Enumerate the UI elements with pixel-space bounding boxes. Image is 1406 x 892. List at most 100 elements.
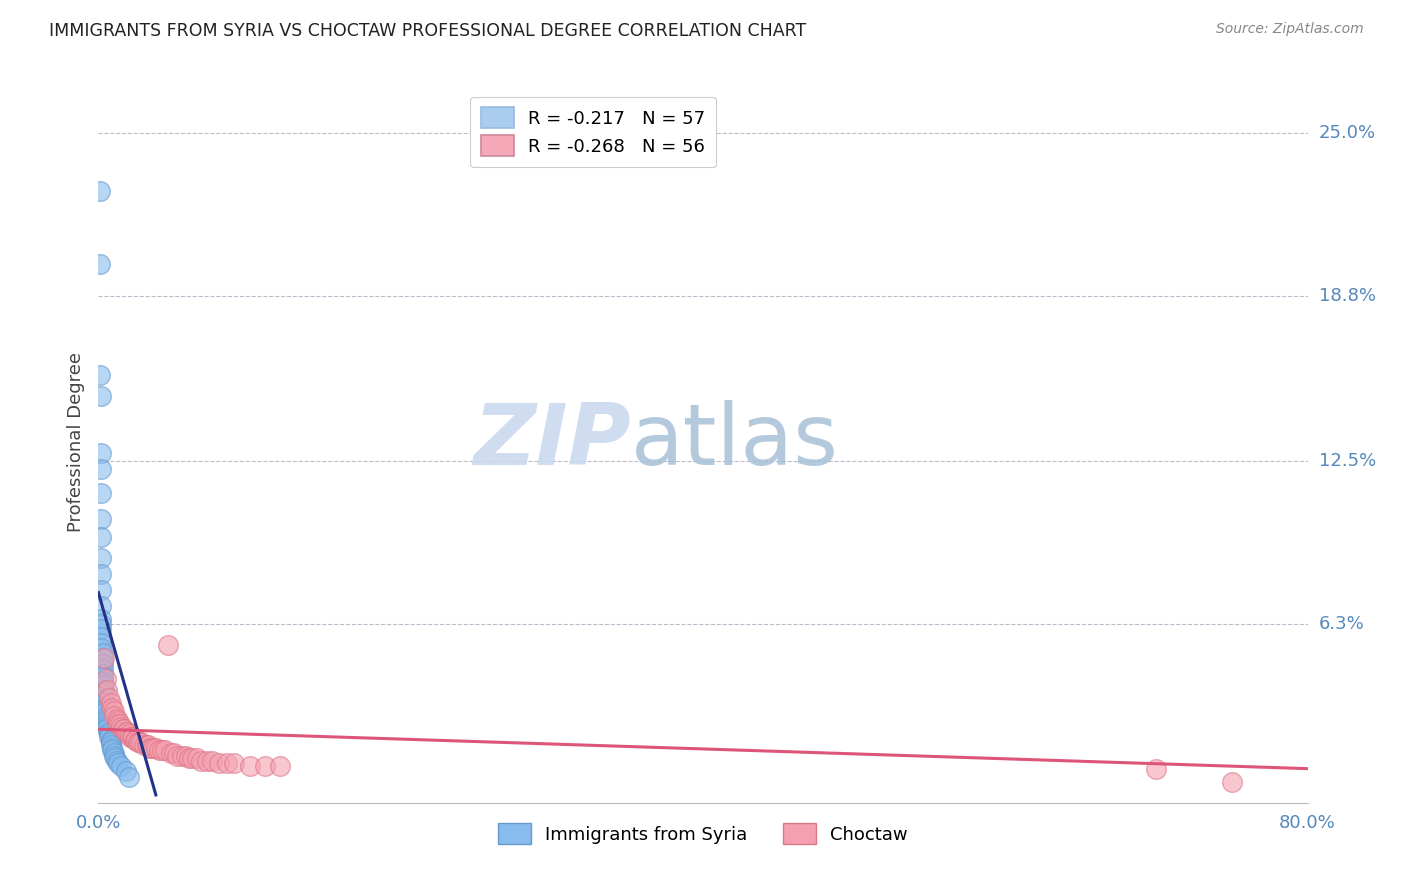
Point — [90, 599, 112, 613]
Point — [110, 720, 132, 734]
Point — [98, 690, 121, 705]
Point — [91, 646, 114, 660]
Point — [108, 717, 131, 731]
Point — [93, 688, 115, 702]
Point — [104, 751, 127, 765]
Point — [98, 727, 121, 741]
Point — [160, 746, 183, 760]
Point — [103, 748, 125, 763]
Point — [111, 723, 134, 737]
Point — [129, 735, 152, 749]
Point — [98, 730, 121, 744]
Point — [136, 738, 159, 752]
Point — [166, 748, 188, 763]
Point — [90, 635, 112, 649]
Point — [93, 651, 115, 665]
Point — [118, 770, 141, 784]
Point — [93, 693, 115, 707]
Point — [190, 754, 212, 768]
Text: 12.5%: 12.5% — [1319, 452, 1376, 470]
Point — [135, 738, 157, 752]
Point — [96, 682, 118, 697]
Point — [139, 740, 162, 755]
Point — [90, 640, 112, 655]
Point — [90, 551, 112, 566]
Point — [93, 685, 115, 699]
Text: 18.8%: 18.8% — [1319, 286, 1375, 305]
Point — [112, 723, 135, 737]
Point — [94, 712, 117, 726]
Point — [91, 670, 114, 684]
Text: 25.0%: 25.0% — [1319, 124, 1376, 142]
Point — [91, 667, 114, 681]
Point — [118, 727, 141, 741]
Point — [195, 754, 218, 768]
Text: IMMIGRANTS FROM SYRIA VS CHOCTAW PROFESSIONAL DEGREE CORRELATION CHART: IMMIGRANTS FROM SYRIA VS CHOCTAW PROFESS… — [49, 22, 807, 40]
Point — [215, 756, 238, 771]
Point — [1144, 762, 1167, 776]
Point — [163, 746, 186, 760]
Point — [101, 740, 124, 755]
Point — [110, 759, 132, 773]
Text: ZIP: ZIP — [472, 400, 630, 483]
Point — [101, 743, 124, 757]
Point — [103, 704, 125, 718]
Text: Source: ZipAtlas.com: Source: ZipAtlas.com — [1216, 22, 1364, 37]
Point — [94, 709, 117, 723]
Point — [96, 723, 118, 737]
Point — [98, 724, 121, 739]
Point — [1220, 774, 1243, 789]
Point — [239, 759, 262, 773]
Point — [94, 704, 117, 718]
Y-axis label: Professional Degree: Professional Degree — [66, 351, 84, 532]
Point — [224, 756, 246, 771]
Point — [120, 730, 142, 744]
Point — [96, 720, 118, 734]
Point — [114, 724, 136, 739]
Point — [90, 612, 112, 626]
Point — [114, 764, 136, 779]
Point — [105, 712, 128, 726]
Point — [93, 677, 115, 691]
Point — [170, 748, 193, 763]
Point — [96, 714, 118, 729]
Point — [100, 738, 122, 752]
Point — [96, 717, 118, 731]
Point — [90, 388, 112, 402]
Point — [100, 735, 122, 749]
Point — [89, 368, 111, 382]
Point — [174, 748, 197, 763]
Point — [94, 673, 117, 687]
Point — [201, 754, 224, 768]
Point — [100, 732, 122, 747]
Point — [90, 531, 112, 545]
Point — [101, 701, 124, 715]
Point — [90, 617, 112, 632]
Text: 6.3%: 6.3% — [1319, 615, 1364, 633]
Point — [269, 759, 291, 773]
Point — [93, 682, 115, 697]
Point — [181, 751, 204, 765]
Point — [94, 701, 117, 715]
Text: atlas: atlas — [630, 400, 838, 483]
Point — [179, 751, 201, 765]
Point — [128, 735, 150, 749]
Point — [89, 184, 111, 198]
Point — [90, 512, 112, 526]
Point — [122, 730, 145, 744]
Point — [94, 698, 117, 713]
Point — [93, 696, 115, 710]
Point — [124, 732, 146, 747]
Point — [127, 735, 149, 749]
Point — [100, 696, 122, 710]
Point — [153, 743, 176, 757]
Point — [125, 732, 148, 747]
Point — [156, 638, 179, 652]
Point — [103, 709, 125, 723]
Point — [150, 743, 173, 757]
Point — [132, 738, 155, 752]
Point — [90, 630, 112, 644]
Point — [145, 740, 167, 755]
Point — [91, 651, 114, 665]
Point — [103, 746, 125, 760]
